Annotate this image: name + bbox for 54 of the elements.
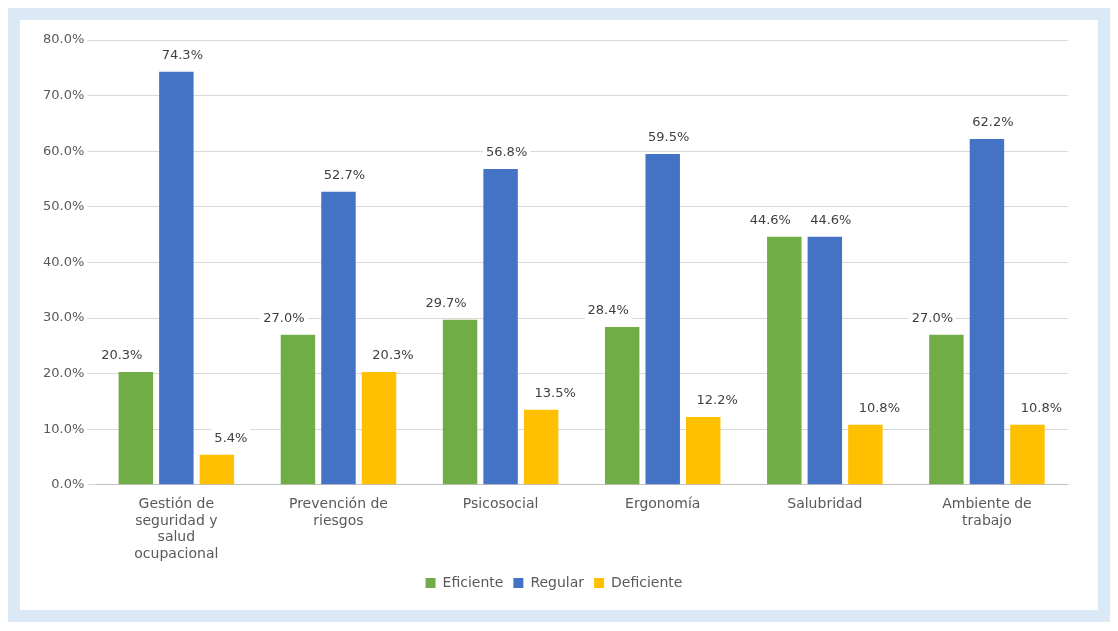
data-label: 27.0%	[263, 310, 305, 326]
data-label: 29.7%	[425, 295, 467, 311]
y-tick-label: 80.0%	[42, 31, 85, 47]
bar	[807, 236, 843, 485]
data-label: 10.8%	[858, 400, 901, 416]
data-label: 44.6%	[749, 212, 791, 228]
data-label: 10.8%	[1020, 400, 1063, 416]
bar	[767, 236, 802, 485]
bar	[361, 371, 397, 485]
y-tick-label: 50.0%	[42, 198, 85, 214]
data-label: 59.5%	[648, 129, 690, 145]
data-label: 74.3%	[161, 47, 204, 63]
data-label: 20.3%	[101, 347, 143, 363]
legend-label: Deficiente	[611, 573, 683, 590]
x-tick-label: Ergonomía	[625, 494, 701, 511]
data-label: 13.5%	[534, 385, 576, 401]
bar	[686, 416, 721, 485]
bar	[848, 424, 883, 485]
bar	[280, 334, 316, 485]
data-label: 27.0%	[911, 310, 954, 326]
bar	[483, 168, 518, 485]
bar	[1010, 424, 1045, 485]
data-label: 44.6%	[810, 212, 852, 228]
data-label: 28.4%	[587, 302, 629, 318]
legend-label: Eficiente	[442, 573, 504, 590]
y-tick-label: 10.0%	[42, 420, 85, 436]
bar	[969, 138, 1005, 485]
y-tick-label: 60.0%	[42, 142, 85, 158]
y-tick-label: 30.0%	[42, 309, 85, 325]
y-tick-label: 20.0%	[42, 364, 85, 380]
bar	[645, 153, 680, 485]
bar	[442, 319, 478, 485]
bar	[199, 454, 235, 485]
bar	[523, 409, 559, 485]
y-tick-label: 70.0%	[42, 86, 85, 102]
data-label: 56.8%	[485, 144, 528, 160]
x-tick-label: Ambiente de trabajo	[942, 494, 1032, 528]
x-tick-label: Prevención de riesgos	[288, 494, 388, 528]
y-tick-label: 0.0%	[51, 476, 85, 492]
y-tick-label: 40.0%	[42, 253, 85, 269]
data-label: 12.2%	[696, 392, 738, 408]
data-label: 52.7%	[323, 167, 366, 183]
x-tick-label: Psicosocial	[462, 494, 539, 511]
data-label: 62.2%	[972, 114, 1014, 130]
bar	[159, 71, 194, 485]
bar	[604, 326, 640, 485]
bar	[321, 191, 356, 485]
data-label: 20.3%	[372, 347, 414, 363]
bar	[118, 371, 154, 485]
x-tick-label: Gestión de seguridad y salud ocupacional	[134, 494, 219, 562]
bar	[929, 334, 964, 485]
legend-label: Regular	[530, 573, 585, 590]
x-tick-label: Salubridad	[787, 494, 863, 511]
data-label: 5.4%	[214, 430, 248, 446]
